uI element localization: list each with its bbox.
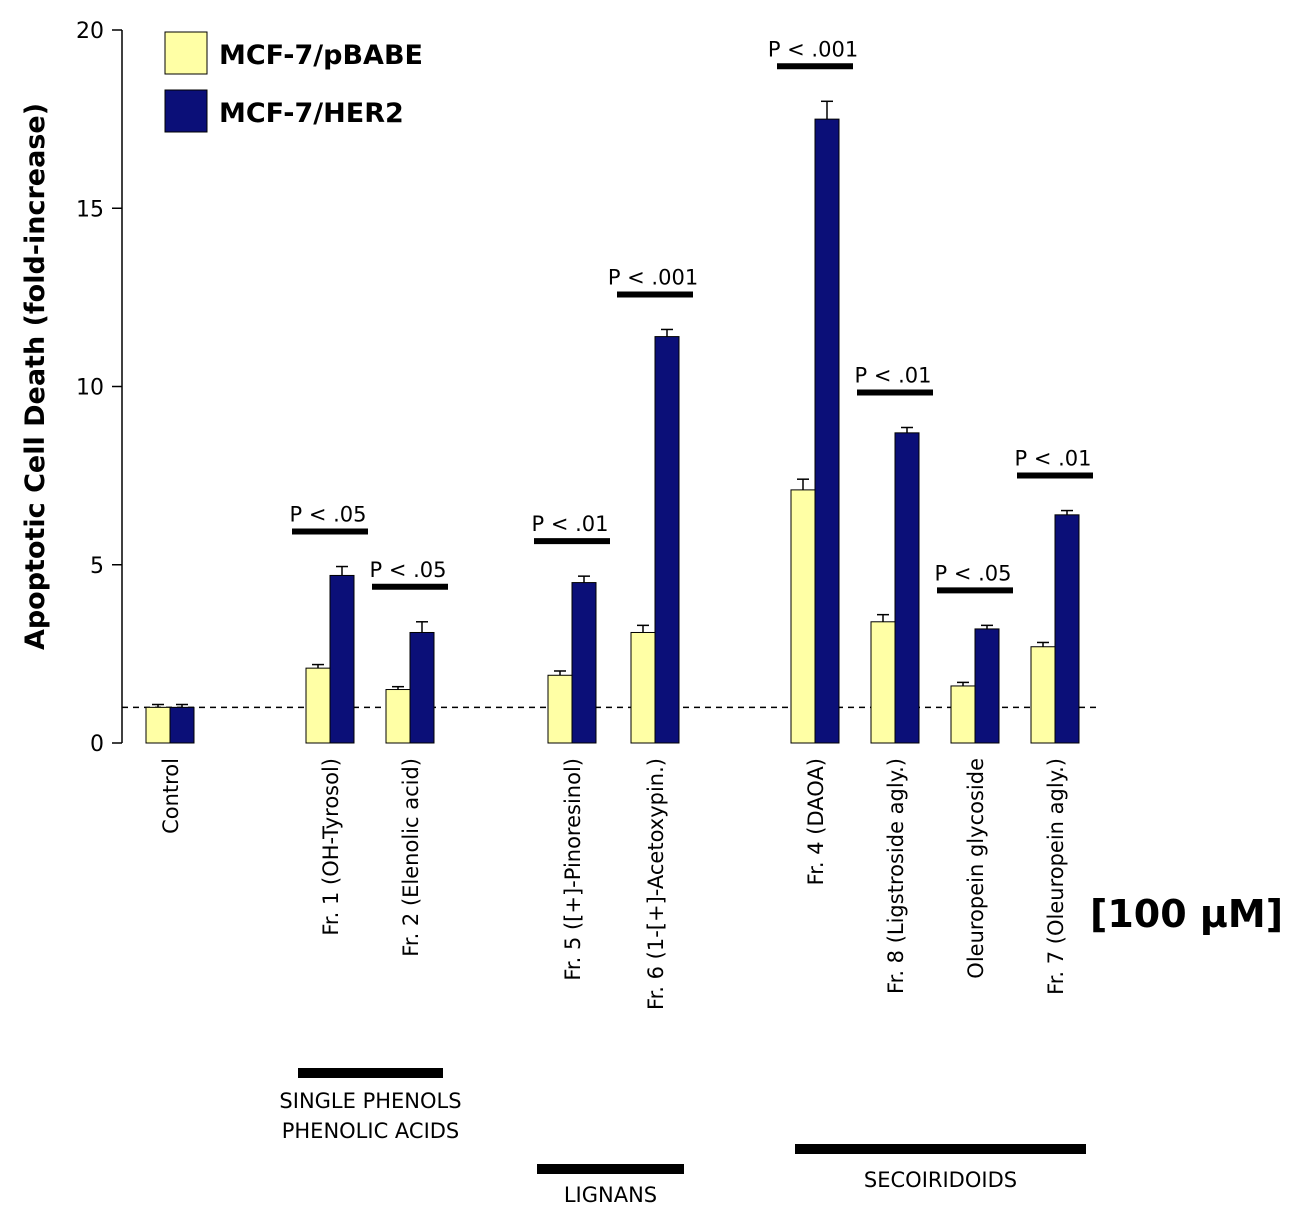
bar-her2: [1054, 514, 1080, 744]
significance-label: P < .001: [608, 265, 698, 289]
bar-pbabe: [950, 685, 976, 744]
category-label: Fr. 7 (Oleuropein agly.): [1044, 758, 1068, 995]
labels: P < .05 P < .05 P < .01 P < .001 P < .001 P <…: [159, 37, 1283, 1207]
significance-label: P < .05: [289, 503, 366, 527]
bar-pbabe: [385, 689, 411, 744]
bar-pbabe: [790, 489, 816, 744]
legend-entry: MCF-7/HER2: [219, 98, 404, 129]
bar-her2: [169, 706, 195, 744]
category-label: Fr. 1 (OH-Tyrosol): [319, 758, 343, 936]
category-label: Fr. 8 (Ligstroside agly.): [884, 758, 908, 994]
legend-swatch: [164, 31, 208, 75]
bar-her2: [654, 336, 680, 744]
y-axis-label: Apoptotic Cell Death (fold-increase): [20, 103, 51, 650]
group-label: LIGNANS: [564, 1183, 657, 1207]
category-label: Fr. 6 (1-[+]-Acetoxypin.): [644, 758, 668, 1010]
group-label: PHENOLIC ACIDS: [282, 1119, 460, 1143]
legend: MCF-7/pBABE MCF-7/HER2: [164, 31, 423, 133]
significance-label: P < .05: [369, 558, 446, 582]
significance-label: P < .01: [1014, 447, 1091, 471]
category-label: Fr. 5 ([+]-Pinoresinol): [561, 758, 585, 981]
bars: [145, 100, 1080, 744]
bar-her2: [409, 631, 435, 744]
bar-her2: [894, 432, 920, 744]
bar-pbabe: [145, 706, 171, 744]
bar-her2: [571, 582, 597, 744]
legend-swatch: [164, 89, 208, 133]
y-tick-label: 15: [76, 197, 104, 222]
axes: 0 5 10 15 20 Apoptotic Cell Death (fold-incre…: [20, 19, 1100, 757]
significance-label: P < .01: [531, 512, 608, 536]
bar-her2: [329, 574, 355, 744]
y-tick-label: 5: [90, 554, 104, 579]
category-label: Fr. 4 (DAOA): [804, 758, 828, 885]
category-label: Control: [159, 758, 183, 834]
bar-her2: [814, 118, 840, 744]
significance-label: P < .05: [934, 561, 1011, 585]
bar-pbabe: [870, 621, 896, 744]
y-tick-label: 20: [76, 19, 104, 44]
concentration-label: [100 μM]: [1090, 892, 1283, 936]
legend-entry: MCF-7/pBABE: [219, 40, 423, 71]
significance-label: P < .001: [768, 37, 858, 61]
bar-pbabe: [1030, 646, 1056, 744]
group-label: SINGLE PHENOLS: [279, 1089, 461, 1113]
bar-her2: [974, 628, 1000, 744]
bar-pbabe: [630, 631, 656, 744]
category-label: Fr. 2 (Elenolic acid): [399, 758, 423, 957]
significance-label: P < .01: [854, 363, 931, 387]
bar-pbabe: [547, 674, 573, 744]
y-tick-label: 0: [90, 732, 104, 757]
bar-pbabe: [305, 667, 331, 744]
category-label: Oleuropein glycoside: [964, 758, 988, 979]
group-label: SECOIRIDOIDS: [864, 1168, 1017, 1192]
y-tick-label: 10: [76, 376, 104, 401]
